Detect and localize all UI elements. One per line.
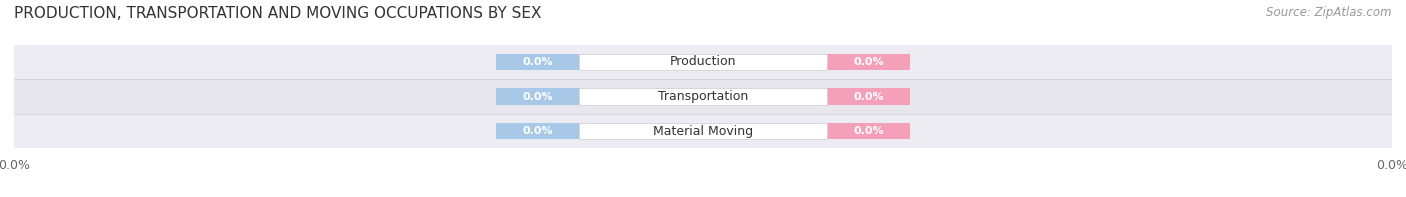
Bar [496,123,579,139]
Text: Source: ZipAtlas.com: Source: ZipAtlas.com [1267,6,1392,19]
Bar [14,114,1392,149]
Text: 0.0%: 0.0% [523,126,553,136]
Text: 0.0%: 0.0% [523,57,553,67]
Bar [827,88,910,105]
Text: 0.0%: 0.0% [853,92,883,101]
Bar [496,54,579,70]
Bar [579,123,827,139]
Bar [496,88,579,105]
Bar [579,54,827,70]
Text: 0.0%: 0.0% [853,57,883,67]
Bar [827,54,910,70]
Text: Production: Production [669,55,737,68]
Bar [827,123,910,139]
Text: 0.0%: 0.0% [523,92,553,101]
Text: PRODUCTION, TRANSPORTATION AND MOVING OCCUPATIONS BY SEX: PRODUCTION, TRANSPORTATION AND MOVING OC… [14,6,541,21]
Text: Material Moving: Material Moving [652,125,754,138]
Text: 0.0%: 0.0% [853,126,883,136]
Bar [14,45,1392,79]
Bar [579,88,827,105]
Text: Transportation: Transportation [658,90,748,103]
Bar [14,79,1392,114]
